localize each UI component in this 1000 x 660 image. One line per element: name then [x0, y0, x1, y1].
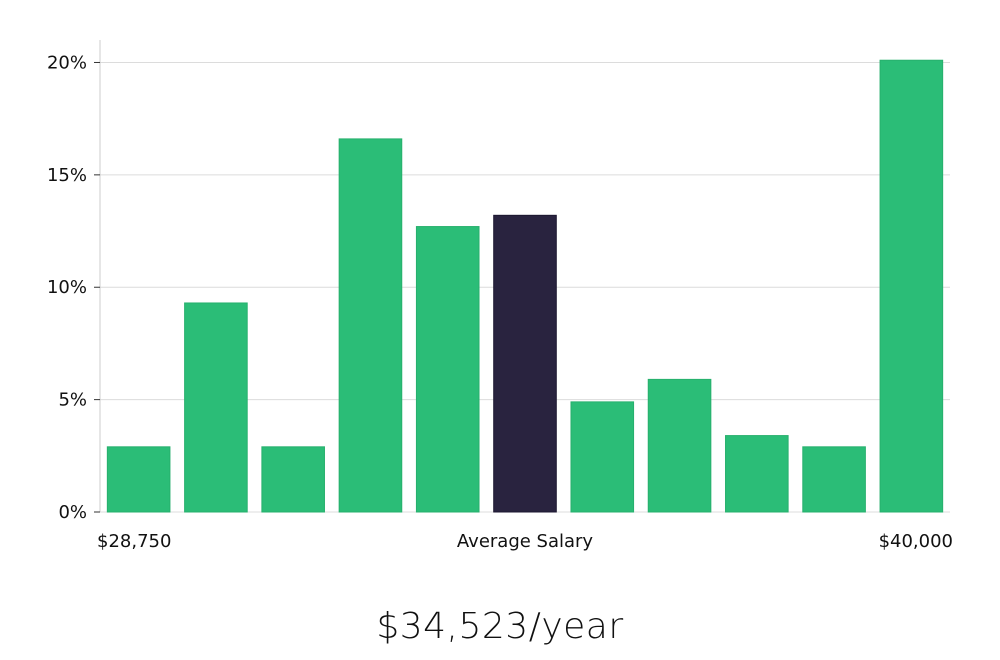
- bar: [570, 401, 635, 513]
- average-salary-value: $34,523/year: [376, 606, 624, 647]
- y-tick-label: 5%: [58, 390, 87, 411]
- salary-histogram: 0% 5% 10% 15% 20% $28,750 Average Salary $40…: [47, 40, 953, 552]
- bars: [106, 59, 944, 513]
- bar: [647, 378, 712, 513]
- bar: [106, 446, 171, 513]
- bar: [184, 302, 248, 513]
- y-tick-label: 15%: [47, 165, 87, 186]
- x-label-center: Average Salary: [457, 531, 594, 552]
- bar: [415, 226, 480, 513]
- x-label-max: $40,000: [879, 531, 953, 552]
- y-tick-labels: 0% 5% 10% 15% 20%: [47, 52, 100, 523]
- bar: [802, 446, 866, 513]
- y-tick-label: 20%: [47, 52, 87, 73]
- bar: [725, 435, 789, 513]
- bar: [261, 446, 325, 513]
- x-label-min: $28,750: [97, 531, 171, 552]
- y-tick-label: 10%: [47, 277, 87, 298]
- bar-average-salary: [493, 214, 557, 513]
- bar: [338, 138, 403, 513]
- y-tick-label: 0%: [58, 502, 87, 523]
- bar: [879, 59, 944, 513]
